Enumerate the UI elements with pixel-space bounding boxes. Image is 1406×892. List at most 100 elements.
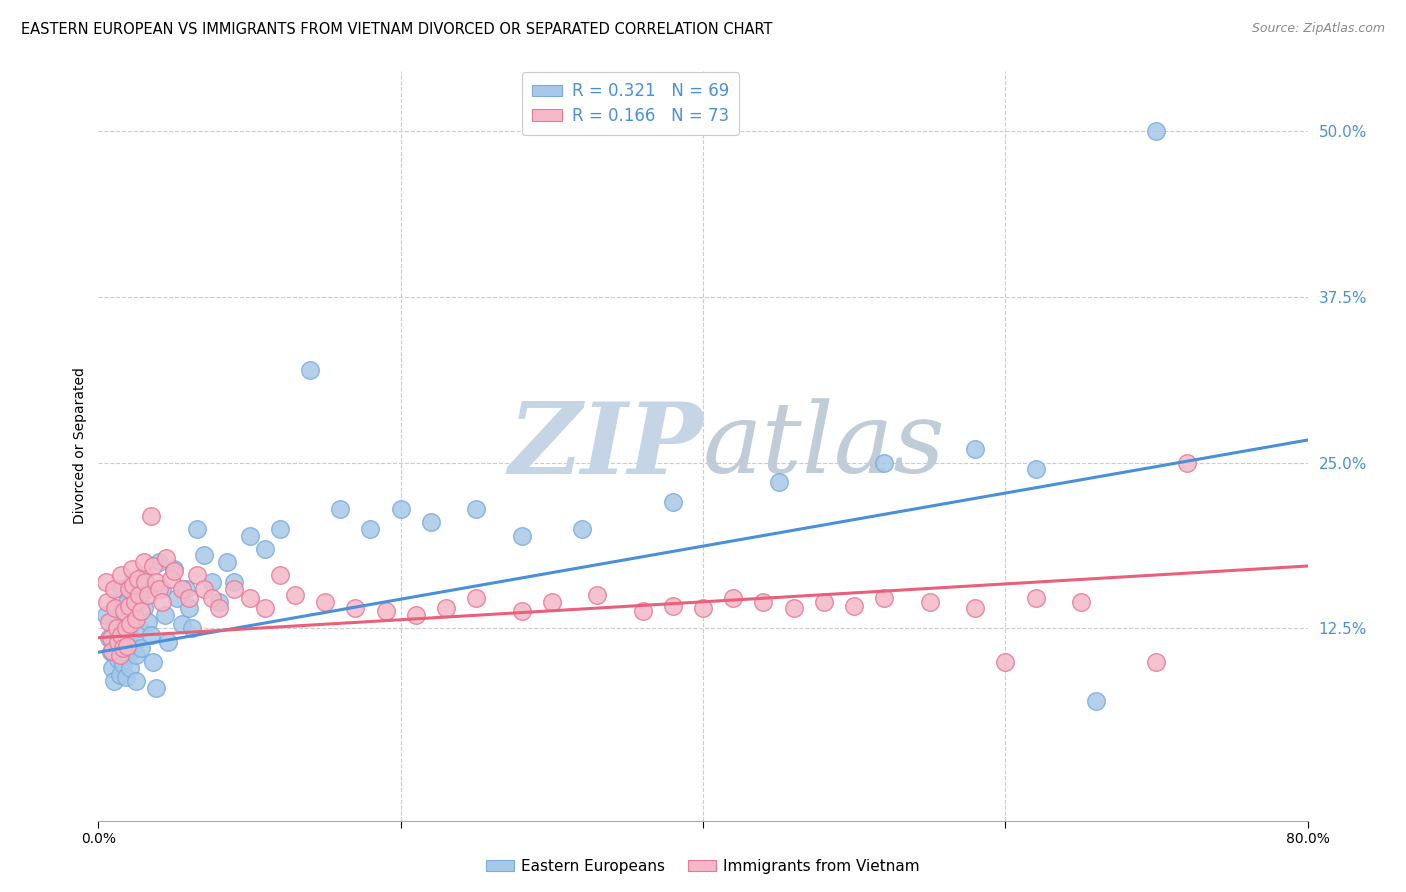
- Point: [510, 528, 533, 542]
- Point: [94, 574, 117, 589]
- Point: [107, 652, 129, 666]
- Point: [135, 582, 157, 596]
- Y-axis label: Divorced or Separated: Divorced or Separated: [73, 368, 87, 524]
- Point: [344, 601, 367, 615]
- Point: [965, 601, 987, 615]
- Legend: R = 0.321   N = 69, R = 0.166   N = 73: R = 0.321 N = 69, R = 0.166 N = 73: [522, 72, 740, 135]
- Point: [156, 634, 179, 648]
- Point: [873, 456, 896, 470]
- Point: [110, 568, 132, 582]
- Point: [132, 555, 155, 569]
- Point: [186, 568, 208, 582]
- Point: [186, 522, 208, 536]
- Point: [115, 639, 138, 653]
- Point: [127, 588, 149, 602]
- Point: [224, 574, 246, 589]
- Point: [1144, 124, 1167, 138]
- Point: [104, 601, 127, 615]
- Point: [122, 601, 145, 615]
- Point: [124, 634, 146, 648]
- Point: [1024, 591, 1046, 605]
- Point: [374, 604, 396, 618]
- Point: [132, 601, 155, 615]
- Point: [124, 595, 146, 609]
- Point: [118, 599, 141, 613]
- Point: [208, 601, 231, 615]
- Point: [783, 601, 806, 615]
- Point: [103, 621, 125, 635]
- Point: [122, 577, 145, 591]
- Point: [174, 582, 197, 596]
- Point: [692, 601, 714, 615]
- Point: [136, 588, 159, 602]
- Point: [752, 595, 775, 609]
- Point: [114, 621, 136, 635]
- Point: [121, 562, 143, 576]
- Point: [145, 574, 167, 589]
- Point: [239, 591, 262, 605]
- Text: atlas: atlas: [703, 399, 946, 493]
- Point: [465, 502, 488, 516]
- Point: [540, 595, 562, 609]
- Point: [179, 601, 201, 615]
- Point: [269, 568, 291, 582]
- Point: [141, 508, 163, 523]
- Point: [108, 667, 131, 681]
- Point: [125, 612, 148, 626]
- Text: ZIP: ZIP: [508, 398, 703, 494]
- Point: [813, 595, 835, 609]
- Point: [420, 515, 443, 529]
- Point: [128, 621, 150, 635]
- Point: [170, 617, 193, 632]
- Point: [201, 574, 224, 589]
- Point: [768, 475, 790, 490]
- Point: [148, 582, 170, 596]
- Point: [1175, 456, 1198, 470]
- Point: [128, 588, 150, 602]
- Point: [125, 674, 148, 689]
- Point: [631, 604, 654, 618]
- Point: [150, 582, 173, 596]
- Point: [105, 621, 128, 635]
- Point: [193, 549, 215, 563]
- Point: [98, 615, 121, 629]
- Point: [129, 641, 152, 656]
- Point: [155, 551, 177, 566]
- Point: [571, 522, 593, 536]
- Point: [299, 363, 322, 377]
- Point: [163, 564, 186, 578]
- Point: [96, 595, 118, 609]
- Point: [239, 528, 262, 542]
- Point: [132, 568, 155, 582]
- Point: [103, 582, 125, 596]
- Point: [360, 522, 382, 536]
- Point: [181, 621, 204, 635]
- Point: [1085, 694, 1108, 708]
- Point: [111, 657, 134, 672]
- Point: [994, 655, 1017, 669]
- Point: [103, 674, 125, 689]
- Text: EASTERN EUROPEAN VS IMMIGRANTS FROM VIETNAM DIVORCED OR SEPARATED CORRELATION CH: EASTERN EUROPEAN VS IMMIGRANTS FROM VIET…: [21, 22, 772, 37]
- Point: [269, 522, 291, 536]
- Point: [112, 604, 135, 618]
- Point: [160, 572, 183, 586]
- Point: [201, 591, 224, 605]
- Point: [112, 615, 135, 629]
- Point: [163, 562, 186, 576]
- Point: [115, 595, 138, 609]
- Point: [134, 574, 156, 589]
- Point: [108, 648, 131, 662]
- Text: Source: ZipAtlas.com: Source: ZipAtlas.com: [1251, 22, 1385, 36]
- Point: [114, 670, 136, 684]
- Point: [179, 591, 201, 605]
- Point: [136, 615, 159, 629]
- Point: [873, 591, 896, 605]
- Point: [1024, 462, 1046, 476]
- Point: [510, 604, 533, 618]
- Point: [153, 608, 176, 623]
- Point: [1070, 595, 1092, 609]
- Point: [94, 608, 117, 623]
- Point: [215, 555, 238, 569]
- Point: [129, 604, 152, 618]
- Point: [118, 582, 141, 596]
